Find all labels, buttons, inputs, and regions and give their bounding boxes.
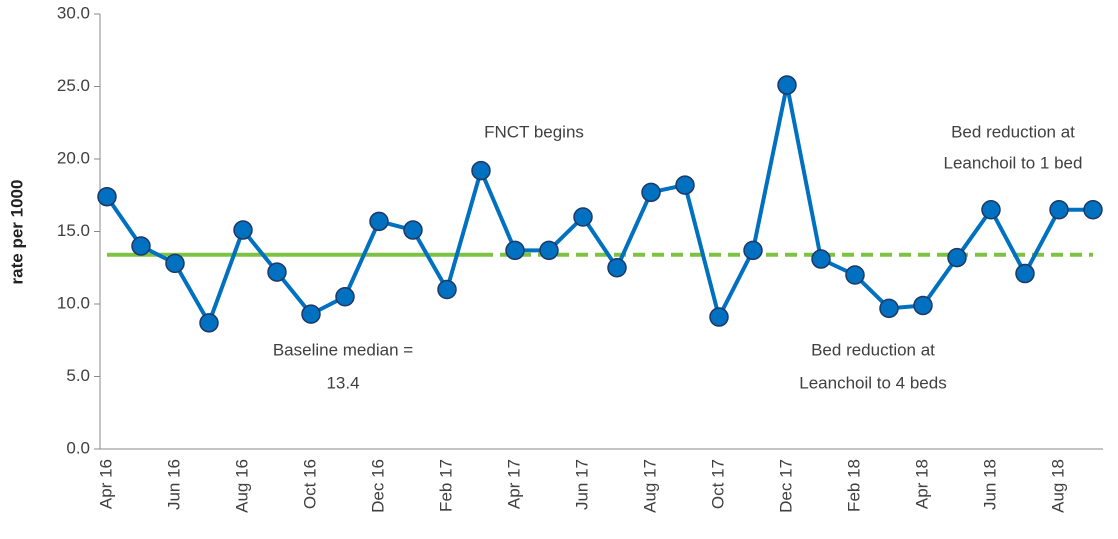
y-tick-label: 30.0 bbox=[57, 3, 90, 22]
data-point bbox=[437, 279, 457, 300]
x-tick-label: Apr 16 bbox=[96, 459, 115, 509]
data-point bbox=[199, 313, 219, 333]
data-point bbox=[97, 186, 117, 207]
data-point bbox=[845, 265, 865, 285]
data-point bbox=[165, 253, 185, 274]
x-tick-label: Dec 17 bbox=[776, 459, 795, 513]
x-tick-label: Oct 17 bbox=[708, 459, 727, 509]
data-point bbox=[1015, 263, 1035, 284]
annotation: Leanchoil to 1 bed bbox=[944, 153, 1083, 172]
y-tick-label: 0.0 bbox=[66, 438, 90, 457]
data-point bbox=[777, 75, 797, 95]
y-tick-label: 5.0 bbox=[66, 366, 90, 385]
data-point bbox=[335, 287, 355, 307]
median-value-label: 13.4 bbox=[326, 373, 359, 392]
data-point bbox=[301, 304, 321, 324]
annotation: Leanchoil to 4 beds bbox=[799, 373, 946, 392]
data-point bbox=[1083, 200, 1103, 220]
data-point bbox=[1049, 200, 1069, 220]
x-tick-label: Jun 17 bbox=[572, 459, 591, 510]
series-line bbox=[105, 83, 1093, 325]
x-tick-label: Apr 18 bbox=[912, 459, 931, 509]
y-tick-label: 10.0 bbox=[57, 293, 90, 312]
data-point bbox=[573, 207, 593, 227]
data-point bbox=[641, 182, 661, 203]
data-point bbox=[403, 220, 423, 240]
x-tick-label: Dec 16 bbox=[368, 459, 387, 513]
data-point bbox=[811, 249, 831, 269]
annotation: Bed reduction at bbox=[811, 340, 935, 359]
y-tick-label: 20.0 bbox=[57, 148, 90, 167]
annotation: Bed reduction at bbox=[951, 122, 1075, 141]
y-tick-label: 25.0 bbox=[57, 76, 90, 95]
annotation: FNCT begins bbox=[484, 122, 584, 141]
x-tick-label: Jun 18 bbox=[980, 459, 999, 510]
data-point bbox=[131, 236, 151, 256]
data-point bbox=[709, 307, 729, 327]
data-point bbox=[233, 220, 253, 240]
data-point bbox=[505, 240, 525, 261]
x-tick-label: Jun 16 bbox=[164, 459, 183, 510]
y-axis-label: rate per 1000 bbox=[7, 180, 26, 285]
x-tick-label: Aug 18 bbox=[1048, 459, 1067, 513]
annotation: Baseline median = bbox=[273, 340, 413, 359]
data-point bbox=[539, 240, 559, 261]
data-point bbox=[947, 247, 967, 268]
x-tick-label: Oct 16 bbox=[300, 459, 319, 509]
data-point bbox=[879, 298, 899, 319]
x-tick-label: Feb 17 bbox=[436, 459, 455, 512]
data-point bbox=[913, 295, 933, 316]
data-point bbox=[471, 160, 491, 181]
data-point bbox=[981, 200, 1001, 220]
data-point bbox=[743, 240, 763, 261]
x-tick-label: Aug 17 bbox=[640, 459, 659, 513]
data-point bbox=[369, 211, 389, 232]
data-point bbox=[267, 262, 287, 282]
data-point bbox=[607, 258, 627, 278]
x-tick-label: Feb 18 bbox=[844, 459, 863, 512]
data-point bbox=[675, 175, 695, 195]
y-tick-label: 15.0 bbox=[57, 221, 90, 240]
x-tick-label: Aug 16 bbox=[232, 459, 251, 513]
x-tick-label: Apr 17 bbox=[504, 459, 523, 509]
